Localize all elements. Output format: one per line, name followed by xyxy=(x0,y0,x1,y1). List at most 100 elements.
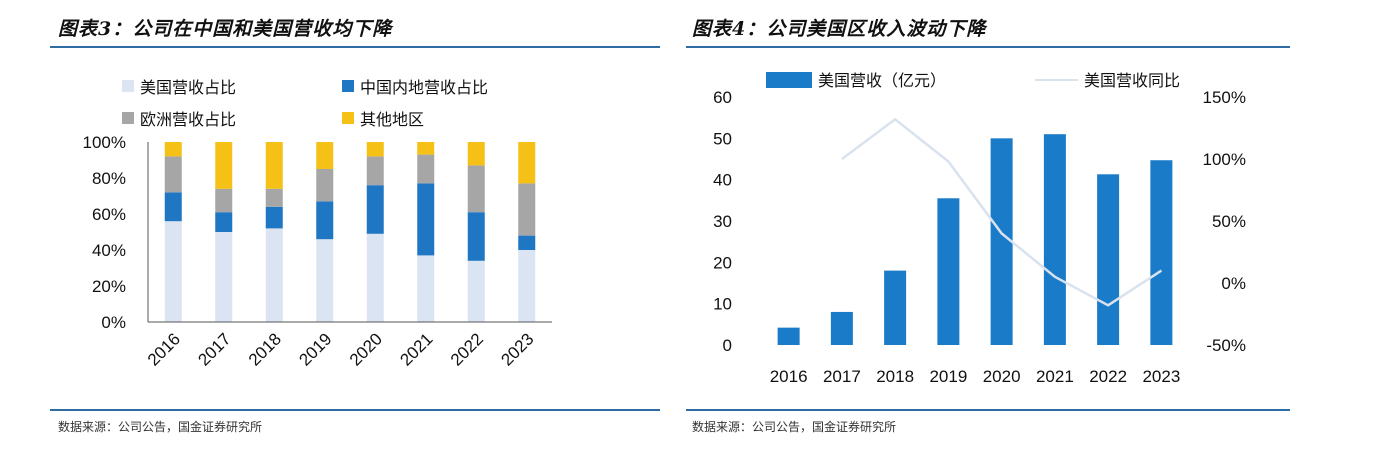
legend-label-us: 美国营收占比 xyxy=(140,78,236,97)
panel-left-chart: 图表3：公司在中国和美国营收均下降 美国营收占比 中国内地营收占比 欧洲营收占比… xyxy=(0,0,660,452)
plot-area: 0 10 20 30 40 50 60 -50% 0% 50% 100% 150% 2016 2017 20… xyxy=(713,88,1246,386)
legend-label-europe: 欧洲营收占比 xyxy=(140,110,236,129)
bar-segment xyxy=(417,142,435,155)
y-tick-label: 100% xyxy=(83,133,126,152)
legend-swatch-other xyxy=(342,112,354,124)
bar-segment xyxy=(215,142,233,189)
x-tick-label: 2021 xyxy=(1036,367,1074,386)
bar-segment xyxy=(265,228,283,322)
y-tick-label: 30 xyxy=(713,212,732,231)
title-rule xyxy=(50,46,660,48)
bar-segment xyxy=(316,201,334,240)
bar xyxy=(1097,174,1120,345)
y-tick-label: 20% xyxy=(92,277,126,296)
bar-segment xyxy=(417,255,435,322)
x-tick-label: 2019 xyxy=(929,367,967,386)
bar xyxy=(830,311,853,345)
bar-segment xyxy=(164,192,182,222)
y-tick-label: 20 xyxy=(713,253,732,272)
bar xyxy=(937,198,960,345)
y-tick-label: 10 xyxy=(713,295,732,314)
x-tick-label: 2022 xyxy=(447,329,487,369)
bar-segment xyxy=(518,250,536,322)
y-tick-label: 50 xyxy=(713,129,732,148)
y-tick-label: 60 xyxy=(713,88,732,107)
legend-swatch-china xyxy=(342,80,354,92)
legend-label-other: 其他地区 xyxy=(360,110,424,129)
bar-segment xyxy=(467,165,485,213)
bar xyxy=(884,270,907,345)
bar xyxy=(777,327,800,345)
bar-segment xyxy=(164,142,182,157)
source-rule xyxy=(50,409,660,411)
bar-segment xyxy=(518,235,536,250)
plot-area: 0%20%40%60%80%100%2016 2017 2018 2019 2020 20… xyxy=(83,133,552,370)
legend-swatch-europe xyxy=(122,112,134,124)
bar-line-combo-chart: 美国营收（亿元） 美国营收同比 0 10 20 30 40 50 60 -50% 0% 50% 10… xyxy=(713,71,1246,386)
bar-segment xyxy=(366,142,384,157)
chart-title: 图表3：公司在中国和美国营收均下降 xyxy=(58,18,393,40)
source-note: 数据来源：公司公告，国金证券研究所 xyxy=(692,420,897,434)
x-tick-label: 2016 xyxy=(144,329,184,369)
title-rule xyxy=(686,46,1290,48)
bar-segment xyxy=(265,142,283,189)
x-tick-label: 2021 xyxy=(396,329,436,369)
stacked-bar-chart: 美国营收占比 中国内地营收占比 欧洲营收占比 其他地区 0% 20% 40% 60% 8… xyxy=(83,78,552,370)
bar-segment xyxy=(215,212,233,232)
y2-tick-label: -50% xyxy=(1206,336,1246,355)
bar-segment xyxy=(518,142,536,184)
bar xyxy=(1043,134,1066,345)
chart-title: 图表4：公司美国区收入波动下降 xyxy=(692,18,987,40)
source-rule xyxy=(686,409,1290,411)
bar-segment xyxy=(518,183,536,236)
bar-segment xyxy=(467,260,485,322)
line-series-yoy xyxy=(841,118,1163,307)
x-tick-label: 2023 xyxy=(1142,367,1180,386)
x-tick-label: 2023 xyxy=(497,329,537,369)
y-tick-label: 0% xyxy=(101,313,126,332)
bar-segment xyxy=(215,232,233,322)
panel-right-chart: 图表4：公司美国区收入波动下降 美国营收（亿元） 美国营收同比 0 10 20 30 4… xyxy=(680,0,1376,452)
x-tick-label: 2022 xyxy=(1089,367,1127,386)
bar-segment xyxy=(316,169,334,202)
bar-segment xyxy=(467,212,485,261)
bar-segment xyxy=(215,188,233,213)
y2-tick-label: 0% xyxy=(1221,274,1246,293)
x-tick-label: 2020 xyxy=(346,329,386,369)
bar xyxy=(1150,160,1173,345)
x-tick-label: 2019 xyxy=(295,329,335,369)
y2-tick-label: 50% xyxy=(1212,212,1246,231)
y-tick-label: 40 xyxy=(713,171,732,190)
x-tick-label: 2016 xyxy=(770,367,808,386)
bar-segment xyxy=(316,142,334,169)
legend-label-line: 美国营收同比 xyxy=(1084,71,1180,90)
source-note: 数据来源：公司公告，国金证券研究所 xyxy=(58,420,263,434)
bar-segment xyxy=(366,233,384,322)
legend-label-bar: 美国营收（亿元） xyxy=(818,71,946,90)
bar-segment xyxy=(265,206,283,229)
y-tick-label: 40% xyxy=(92,241,126,260)
bar-segment xyxy=(164,156,182,193)
legend-swatch-bar xyxy=(766,72,812,88)
bar-segment xyxy=(366,185,384,234)
x-tick-label: 2020 xyxy=(983,367,1021,386)
y-tick-label: 60% xyxy=(92,205,126,224)
x-tick-label: 2017 xyxy=(194,329,234,369)
y-tick-label: 0 xyxy=(723,336,732,355)
x-tick-label: 2018 xyxy=(245,329,285,369)
x-tick-label: 2018 xyxy=(876,367,914,386)
bar-segment xyxy=(417,154,435,184)
legend-label-china: 中国内地营收占比 xyxy=(360,78,488,97)
bar-segment xyxy=(366,156,384,186)
y2-tick-label: 150% xyxy=(1203,88,1246,107)
legend: 美国营收占比 中国内地营收占比 欧洲营收占比 其他地区 xyxy=(122,78,488,129)
bar-segment xyxy=(417,183,435,256)
bar-segment xyxy=(164,221,182,322)
y-tick-label: 80% xyxy=(92,169,126,188)
bar-segment xyxy=(316,239,334,322)
bar-segment xyxy=(265,188,283,207)
bar xyxy=(990,138,1013,345)
x-tick-label: 2017 xyxy=(823,367,861,386)
legend-swatch-us xyxy=(122,80,134,92)
legend: 美国营收（亿元） 美国营收同比 xyxy=(766,71,1180,90)
